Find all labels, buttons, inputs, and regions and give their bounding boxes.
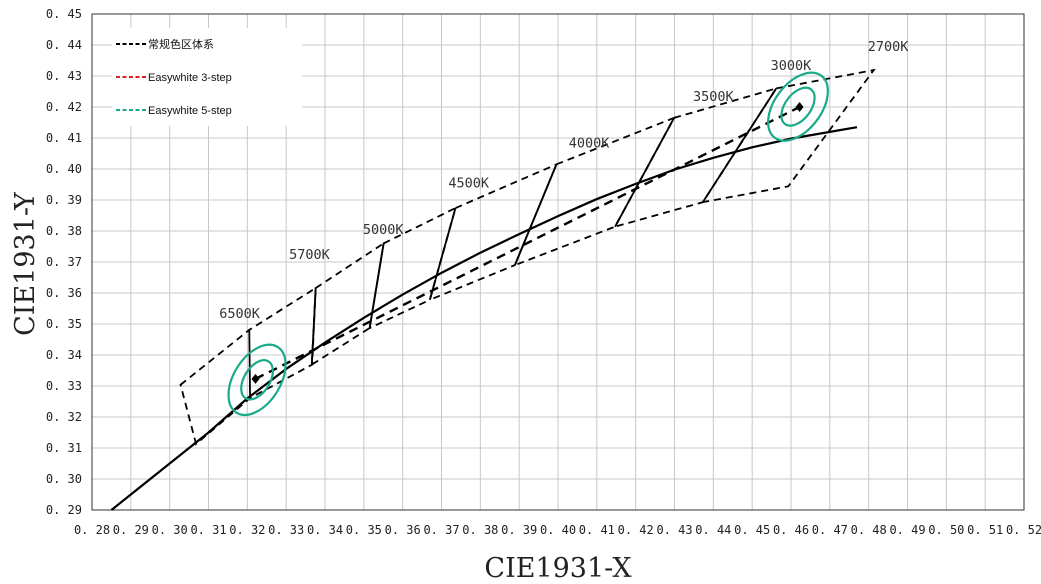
y-tick-label: 0. 38	[46, 224, 82, 238]
x-tick-label: 0. 28	[74, 523, 110, 537]
x-tick-label: 0. 40	[540, 523, 576, 537]
y-tick-label: 0. 44	[46, 38, 82, 52]
legend: 常规色区体系 Easywhite 3-step Easywhite 5-step	[112, 28, 302, 126]
plot-frame	[91, 13, 1025, 511]
x-tick-label: 0. 39	[501, 523, 537, 537]
macadam-ellipses	[227, 71, 829, 417]
ellipse-step-3	[240, 359, 274, 401]
y-tick-label: 0. 39	[46, 193, 82, 207]
x-tick-label: 0. 47	[812, 523, 848, 537]
y-tick-labels: 0. 29 0. 30 0. 31 0. 32 0. 33 0. 34 0. 35 0. 36…	[46, 7, 82, 517]
y-tick-label: 0. 29	[46, 503, 82, 517]
ellipse-step-5	[767, 71, 829, 142]
cct-label: 4500K	[448, 176, 490, 192]
ellipse-step-3	[780, 86, 816, 127]
x-tick-label: 0. 35	[346, 523, 382, 537]
y-tick-label: 0. 35	[46, 317, 82, 331]
legend-label: Easywhite 5-step	[148, 105, 232, 117]
cct-label: 3500K	[693, 89, 735, 105]
x-tick-label: 0. 38	[462, 523, 498, 537]
bin-divider	[248, 329, 251, 399]
y-tick-label: 0. 31	[46, 441, 82, 455]
x-tick-label: 0. 36	[385, 523, 421, 537]
x-tick-label: 0. 51	[967, 523, 1003, 537]
cct-label: 3000K	[771, 58, 813, 74]
x-tick-label: 0. 31	[190, 523, 226, 537]
x-tick-label: 0. 30	[152, 523, 188, 537]
bin-divider	[428, 207, 457, 301]
y-tick-label: 0. 32	[46, 410, 82, 424]
y-tick-label: 0. 43	[46, 69, 82, 83]
color-bin-4000K	[513, 116, 677, 267]
x-tick-label: 0. 50	[928, 523, 964, 537]
x-tick-label: 0. 34	[307, 523, 343, 537]
y-tick-label: 0. 34	[46, 348, 82, 362]
y-tick-label: 0. 33	[46, 379, 82, 393]
color-bins	[179, 68, 876, 446]
x-tick-label: 0. 42	[618, 523, 654, 537]
x-tick-label: 0. 37	[423, 523, 459, 537]
x-tick-label: 0. 52	[1006, 523, 1041, 537]
x-tick-label: 0. 43	[656, 523, 692, 537]
x-axis-title: CIE1931-X	[484, 553, 632, 584]
x-tick-label: 0. 41	[579, 523, 615, 537]
cct-label: 6500K	[219, 306, 261, 322]
y-tick-label: 0. 45	[46, 7, 82, 21]
x-tick-label: 0. 32	[229, 523, 265, 537]
x-tick-label: 0. 45	[734, 523, 770, 537]
cct-label: 4000K	[569, 135, 611, 151]
y-axis-title: CIE1931-Y	[10, 191, 41, 336]
color-bin-5700K	[310, 241, 385, 367]
bin-divider	[514, 164, 558, 266]
legend-label: 常规色区体系	[148, 37, 214, 51]
cct-label: 2700K	[868, 39, 910, 55]
x-tick-label: 0. 46	[773, 523, 809, 537]
legend-label: Easywhite 3-step	[148, 72, 232, 84]
bin-divider	[614, 117, 675, 228]
x-tick-label: 0. 44	[695, 523, 731, 537]
center-point	[795, 102, 804, 112]
x-tick-label: 0. 29	[113, 523, 149, 537]
y-tick-label: 0. 30	[46, 472, 82, 486]
x-tick-label: 0. 33	[268, 523, 304, 537]
y-tick-label: 0. 42	[46, 100, 82, 114]
cct-label: 5000K	[363, 222, 405, 238]
bin-divider	[702, 87, 777, 203]
x-tick-labels: 0. 28 0. 29 0. 30 0. 31 0. 32 0. 33 0. 34 0. 35…	[74, 523, 1041, 537]
y-tick-label: 0. 40	[46, 162, 82, 176]
cct-labels: 6500K 5700K 5000K 4500K 4000K 3500K 3000K 2700K	[219, 39, 909, 322]
ellipse-step-5	[227, 343, 287, 417]
y-tick-label: 0. 37	[46, 255, 82, 269]
bin-divider	[310, 287, 317, 365]
center-dashed-line	[254, 105, 801, 380]
y-tick-label: 0. 41	[46, 131, 82, 145]
x-tick-label: 0. 49	[889, 523, 925, 537]
center-point	[251, 373, 260, 384]
y-tick-label: 0. 36	[46, 286, 82, 300]
x-tick-label: 0. 48	[851, 523, 887, 537]
cct-label: 5700K	[289, 247, 331, 263]
